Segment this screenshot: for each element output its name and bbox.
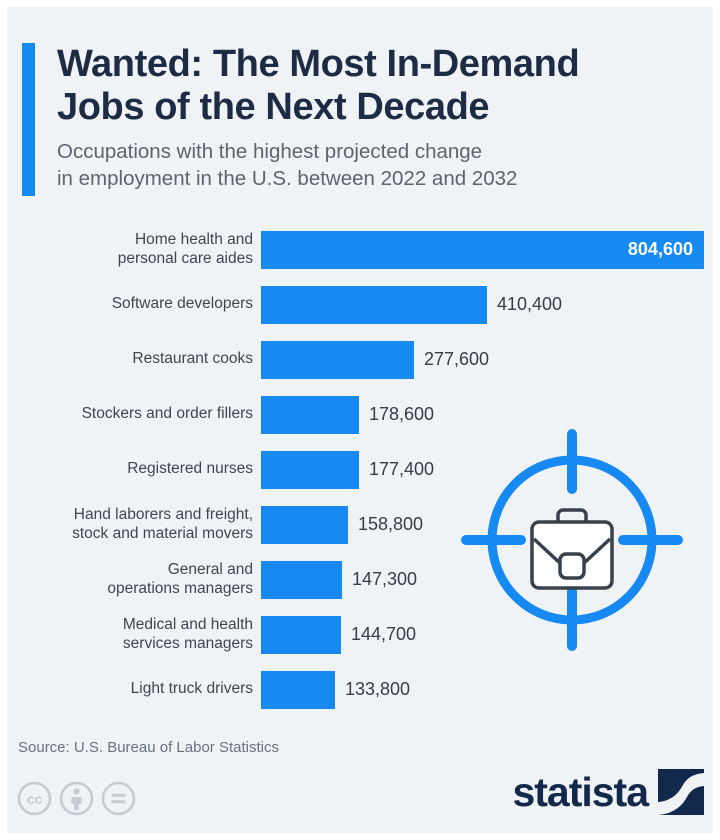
statista-logo: statista	[512, 769, 704, 815]
statista-logo-mark-icon	[658, 769, 704, 815]
page-title: Wanted: The Most In-Demand Jobs of the N…	[57, 43, 580, 128]
crosshair-briefcase-icon	[461, 429, 683, 651]
bar-value-label: 410,400	[497, 294, 563, 314]
chart-row: Hand laborers and freight, stock and mat…	[15, 497, 713, 552]
bar-track: 804,600	[261, 230, 713, 269]
bar-category-label: Home health and personal care aides	[117, 230, 253, 267]
bar-category-label: Light truck drivers	[130, 680, 253, 698]
bar-track: 177,400	[261, 450, 713, 489]
bar-category-label: Hand laborers and freight, stock and mat…	[72, 505, 253, 542]
bar: 804,600	[261, 230, 704, 269]
source-text: Source: U.S. Bureau of Labor Statistics	[18, 739, 279, 756]
bar	[261, 395, 359, 434]
license-icons: cc	[17, 781, 136, 816]
bar-track: 410,400	[261, 285, 713, 324]
bar-chart: Home health and personal care aides 804,6…	[15, 222, 713, 717]
chart-row: General and operations managers 147,300	[15, 552, 713, 607]
no-derivatives-equals-icon	[101, 781, 136, 816]
bar-value-label: 147,300	[352, 569, 418, 589]
bar-value-label: 804,600	[627, 239, 693, 259]
cc-icon: cc	[17, 781, 52, 816]
bar-value-label: 144,700	[351, 624, 417, 644]
bar	[261, 340, 414, 379]
chart-row: Registered nurses 177,400	[15, 442, 713, 497]
header-text: Wanted: The Most In-Demand Jobs of the N…	[57, 43, 580, 196]
bar-track: 133,800	[261, 670, 713, 709]
bar-category-label: Software developers	[111, 295, 253, 313]
bar-category-label: Medical and health services managers	[122, 615, 253, 652]
bar	[261, 560, 342, 599]
bar	[261, 285, 487, 324]
bar-track: 178,600	[261, 395, 713, 434]
attribution-person-icon	[59, 781, 94, 816]
infographic-card: Wanted: The Most In-Demand Jobs of the N…	[7, 7, 713, 833]
bar-value-label: 178,600	[369, 404, 435, 424]
bar-track: 147,300	[261, 560, 713, 599]
header: Wanted: The Most In-Demand Jobs of the N…	[22, 43, 580, 197]
bar-value-label: 158,800	[358, 514, 424, 534]
chart-row: Home health and personal care aides 804,6…	[15, 222, 713, 277]
bar	[261, 670, 335, 709]
statista-wordmark: statista	[512, 768, 649, 815]
bar-track: 277,600	[261, 340, 713, 379]
bar-category-label: Registered nurses	[127, 460, 253, 478]
bar-track: 144,700	[261, 615, 713, 654]
chart-row: Restaurant cooks 277,600	[15, 332, 713, 387]
bar-value-label: 277,600	[424, 349, 490, 369]
page-subtitle: Occupations with the highest projected c…	[57, 140, 518, 191]
bar-value-label: 177,400	[369, 459, 435, 479]
bar-value-label: 133,800	[345, 679, 411, 699]
bar-category-label: Stockers and order fillers	[81, 405, 253, 423]
chart-row: Software developers 410,400	[15, 277, 713, 332]
bar	[261, 615, 341, 654]
chart-row: Stockers and order fillers 178,600	[15, 387, 713, 442]
title-accent-bar	[22, 43, 35, 197]
chart-row: Light truck drivers 133,800	[15, 662, 713, 717]
bar	[261, 505, 348, 544]
chart-row: Medical and health services managers 144,…	[15, 607, 713, 662]
svg-text:cc: cc	[27, 791, 43, 807]
briefcase-icon	[530, 508, 614, 590]
bar-category-label: Restaurant cooks	[132, 350, 253, 368]
bar-track: 158,800	[261, 505, 713, 544]
bar	[261, 450, 359, 489]
bar-category-label: General and operations managers	[107, 560, 253, 597]
